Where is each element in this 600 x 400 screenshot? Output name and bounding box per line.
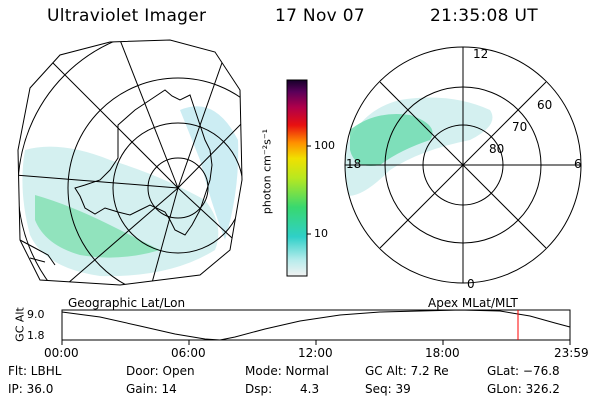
colorbar: [286, 79, 308, 277]
right-panel-title: Apex MLat/MLT: [428, 296, 518, 310]
status-seq: Seq: 39: [365, 382, 411, 396]
altitude-ytick-top: 9.0: [27, 308, 45, 321]
time-label: 21:35:08 UT: [430, 6, 538, 26]
polar-plot: [345, 97, 493, 196]
mlt-label-0: 0: [467, 277, 475, 291]
colorbar-tick-10: 10: [314, 227, 328, 240]
aurora-core-right: [350, 114, 433, 166]
date-label: 17 Nov 07: [275, 6, 365, 26]
mlat-label-60: 60: [537, 98, 553, 112]
continent-outline: [74, 89, 213, 236]
xtick-0600: 06:00: [171, 346, 206, 360]
mlat-label-80: 80: [489, 142, 505, 156]
xtick-2359: 23:59: [554, 346, 589, 360]
altitude-plot-frame: [61, 309, 571, 341]
mlt-label-12: 12: [473, 47, 489, 61]
status-glon: GLon: 326.2: [487, 382, 560, 396]
left-panel-title: Geographic Lat/Lon: [68, 296, 186, 310]
aurora-core-left: [35, 195, 160, 258]
instrument-title: Ultraviolet Imager: [47, 6, 207, 26]
xtick-1800: 18:00: [425, 346, 460, 360]
altitude-ylabel: GC Alt: [13, 307, 27, 342]
map-boundary: [17, 39, 243, 286]
colorbar-unit-label: photon cm⁻²s⁻¹: [260, 128, 274, 215]
mlat-label-70: 70: [512, 120, 528, 134]
colorbar-tick-100: 100: [314, 139, 335, 152]
mlt-label-6: 6: [574, 157, 582, 171]
status-filter: Flt: LBHL: [8, 364, 62, 378]
status-dsp-label: Dsp:: [245, 382, 273, 396]
altitude-ytick-bottom: 1.8: [27, 329, 45, 342]
status-dsp-value: 4.3: [300, 382, 320, 396]
altitude-curve: [61, 309, 571, 341]
mlt-label-18: 18: [346, 157, 362, 171]
status-mode: Mode: Normal: [245, 364, 329, 378]
status-gc-alt: GC Alt: 7.2 Re: [365, 364, 449, 378]
xtick-0000: 00:00: [44, 346, 79, 360]
xtick-1200: 12:00: [298, 346, 333, 360]
status-glat: GLat: −76.8: [487, 364, 560, 378]
geographic-map: [18, 40, 242, 285]
status-ip: IP: 36.0: [8, 382, 54, 396]
status-gain: Gain: 14: [126, 382, 177, 396]
status-door: Door: Open: [126, 364, 195, 378]
